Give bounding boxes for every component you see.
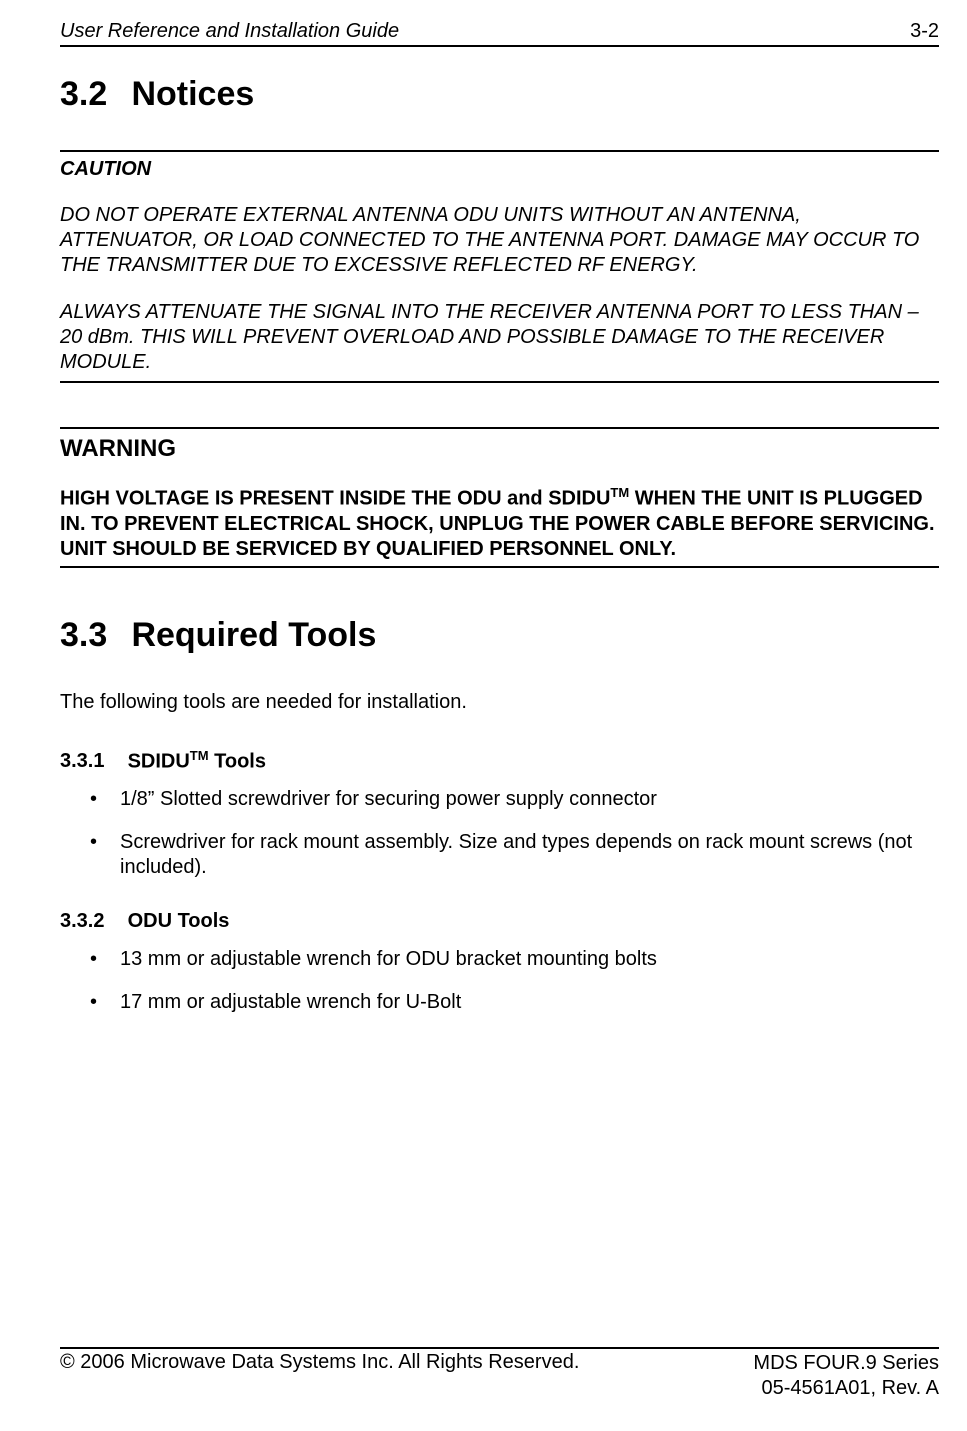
warning-title: WARNING	[60, 435, 939, 463]
footer-docnum: 05-4561A01, Rev. A	[753, 1376, 939, 1401]
subsection-title-post: Tools	[209, 750, 266, 772]
footer-right: MDS FOUR.9 Series 05-4561A01, Rev. A	[753, 1351, 939, 1401]
subsection-title: ODU Tools	[128, 910, 230, 932]
footer-series: MDS FOUR.9 Series	[753, 1351, 939, 1376]
footer-row: © 2006 Microwave Data Systems Inc. All R…	[60, 1351, 939, 1401]
caution-paragraph-2: ALWAYS ATTENUATE THE SIGNAL INTO THE REC…	[60, 300, 939, 375]
subsection-sdidu-tools: 3.3.1 SDIDUTM Tools 1/8” Slotted screwdr…	[60, 748, 939, 881]
warning-block: WARNING HIGH VOLTAGE IS PRESENT INSIDE T…	[60, 427, 939, 568]
caution-block: CAUTION DO NOT OPERATE EXTERNAL ANTENNA …	[60, 150, 939, 383]
subsection-title-pre: SDIDU	[128, 750, 190, 772]
caution-title: CAUTION	[60, 158, 939, 181]
header-page-number: 3-2	[910, 20, 939, 43]
section-number: 3.2	[60, 75, 122, 114]
section-heading-notices: 3.2 Notices	[60, 75, 939, 114]
tools-intro: The following tools are needed for insta…	[60, 691, 939, 714]
list-item: Screwdriver for rack mount assembly. Siz…	[90, 830, 939, 880]
trademark-superscript: TM	[190, 748, 209, 763]
warning-paragraph: HIGH VOLTAGE IS PRESENT INSIDE THE ODU a…	[60, 485, 939, 562]
trademark-superscript: TM	[610, 485, 629, 500]
subsection-odu-tools: 3.3.2 ODU Tools 13 mm or adjustable wren…	[60, 910, 939, 1015]
subsection-number: 3.3.2	[60, 910, 122, 933]
subsection-number: 3.3.1	[60, 750, 122, 773]
list-item: 17 mm or adjustable wrench for U-Bolt	[90, 990, 939, 1015]
odu-tools-list: 13 mm or adjustable wrench for ODU brack…	[60, 947, 939, 1015]
subsection-heading: 3.3.1 SDIDUTM Tools	[60, 748, 939, 774]
list-item: 13 mm or adjustable wrench for ODU brack…	[90, 947, 939, 972]
section-title: Notices	[131, 75, 254, 113]
page-footer: © 2006 Microwave Data Systems Inc. All R…	[60, 1347, 939, 1401]
page-header: User Reference and Installation Guide 3-…	[60, 20, 939, 47]
subsection-heading: 3.3.2 ODU Tools	[60, 910, 939, 933]
section-heading-tools: 3.3 Required Tools	[60, 616, 939, 655]
section-title: Required Tools	[131, 616, 376, 654]
warning-text-pre: HIGH VOLTAGE IS PRESENT INSIDE THE ODU a…	[60, 488, 610, 510]
section-number: 3.3	[60, 616, 122, 655]
header-title: User Reference and Installation Guide	[60, 20, 399, 43]
footer-rule	[60, 1347, 939, 1349]
sdidu-tools-list: 1/8” Slotted screwdriver for securing po…	[60, 787, 939, 880]
caution-paragraph-1: DO NOT OPERATE EXTERNAL ANTENNA ODU UNIT…	[60, 203, 939, 278]
footer-copyright: © 2006 Microwave Data Systems Inc. All R…	[60, 1351, 579, 1401]
list-item: 1/8” Slotted screwdriver for securing po…	[90, 787, 939, 812]
